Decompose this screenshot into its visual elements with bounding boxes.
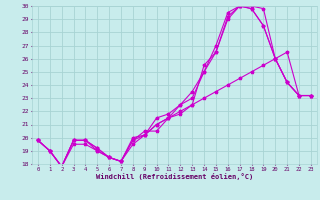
X-axis label: Windchill (Refroidissement éolien,°C): Windchill (Refroidissement éolien,°C) <box>96 173 253 180</box>
